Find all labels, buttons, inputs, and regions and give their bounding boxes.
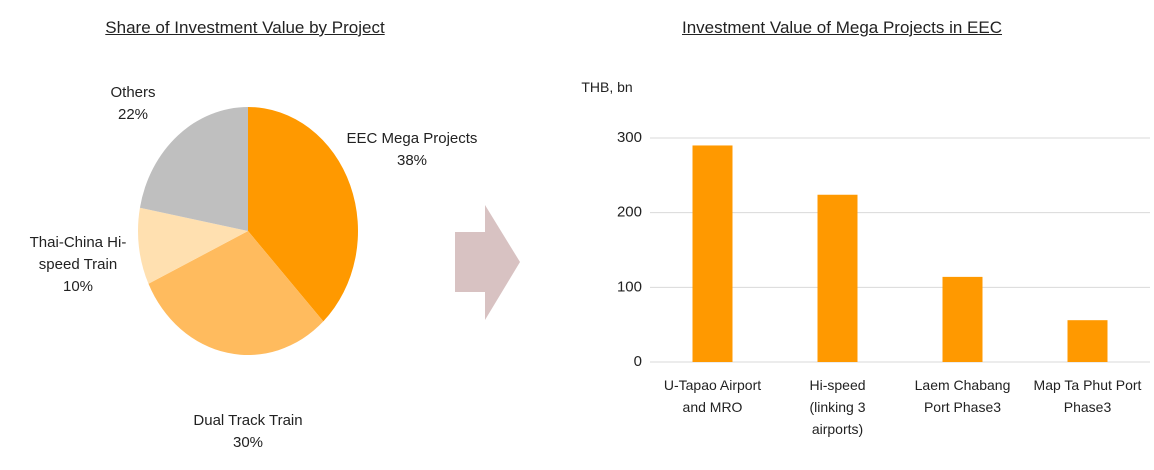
pie-slice: [248, 107, 358, 322]
slice-label: EEC Mega Projects: [346, 130, 478, 147]
pie-title: Share of Investment Value by Project: [105, 18, 385, 37]
slice-label: Others: [110, 84, 156, 101]
y-axis-label: THB, bn: [581, 79, 633, 95]
bar: [817, 194, 858, 362]
y-tick-label: 200: [617, 204, 642, 221]
y-tick-label: 0: [634, 353, 642, 370]
y-tick-label: 300: [617, 129, 642, 146]
x-tick-label: U-Tapao Airport and MRO: [663, 377, 762, 415]
x-tick-label: Laem Chabang Port Phase3: [914, 377, 1011, 415]
x-tick-label: Map Ta Phut Port Phase3: [1033, 377, 1142, 415]
bar: [1067, 320, 1108, 362]
slice-value: 10%: [62, 278, 94, 295]
slice-value: 30%: [232, 434, 264, 451]
x-tick-label: Hi-speed (linking 3 airports): [809, 377, 866, 437]
pie-slice: [139, 107, 248, 231]
arrow: [455, 205, 520, 320]
pie-slice: [148, 231, 324, 355]
y-tick-label: 100: [617, 278, 642, 295]
bar: [692, 145, 733, 362]
slice-label: Thai-China Hi-speed Train: [29, 234, 127, 273]
pie-slice: [138, 207, 248, 284]
slice-value: 38%: [396, 152, 428, 169]
bar: [942, 276, 983, 362]
bar-title: Investment Value of Mega Projects in EEC: [681, 18, 1003, 37]
slice-label: Dual Track Train: [193, 412, 303, 429]
slice-value: 22%: [117, 106, 149, 123]
